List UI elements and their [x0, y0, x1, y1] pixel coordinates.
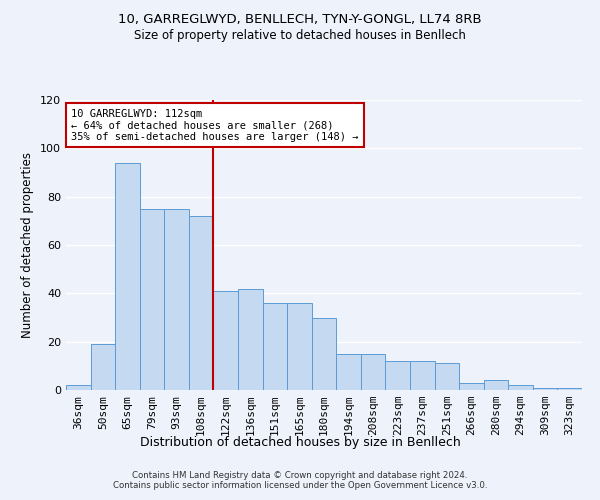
Text: Size of property relative to detached houses in Benllech: Size of property relative to detached ho… — [134, 29, 466, 42]
Bar — [361, 354, 385, 390]
Bar — [115, 163, 140, 390]
Bar — [484, 380, 508, 390]
Text: 10 GARREGLWYD: 112sqm
← 64% of detached houses are smaller (268)
35% of semi-det: 10 GARREGLWYD: 112sqm ← 64% of detached … — [71, 108, 359, 142]
Bar — [312, 318, 336, 390]
Bar — [287, 303, 312, 390]
Text: Contains HM Land Registry data © Crown copyright and database right 2024.
Contai: Contains HM Land Registry data © Crown c… — [113, 470, 487, 490]
Bar — [434, 364, 459, 390]
Bar — [189, 216, 214, 390]
Bar — [508, 385, 533, 390]
Y-axis label: Number of detached properties: Number of detached properties — [22, 152, 34, 338]
Bar — [263, 303, 287, 390]
Bar — [410, 361, 434, 390]
Bar — [140, 209, 164, 390]
Text: Distribution of detached houses by size in Benllech: Distribution of detached houses by size … — [140, 436, 460, 449]
Bar — [214, 291, 238, 390]
Bar — [385, 361, 410, 390]
Bar — [459, 383, 484, 390]
Text: 10, GARREGLWYD, BENLLECH, TYN-Y-GONGL, LL74 8RB: 10, GARREGLWYD, BENLLECH, TYN-Y-GONGL, L… — [118, 12, 482, 26]
Bar — [336, 354, 361, 390]
Bar — [164, 209, 189, 390]
Bar — [557, 388, 582, 390]
Bar — [533, 388, 557, 390]
Bar — [66, 385, 91, 390]
Bar — [238, 288, 263, 390]
Bar — [91, 344, 115, 390]
